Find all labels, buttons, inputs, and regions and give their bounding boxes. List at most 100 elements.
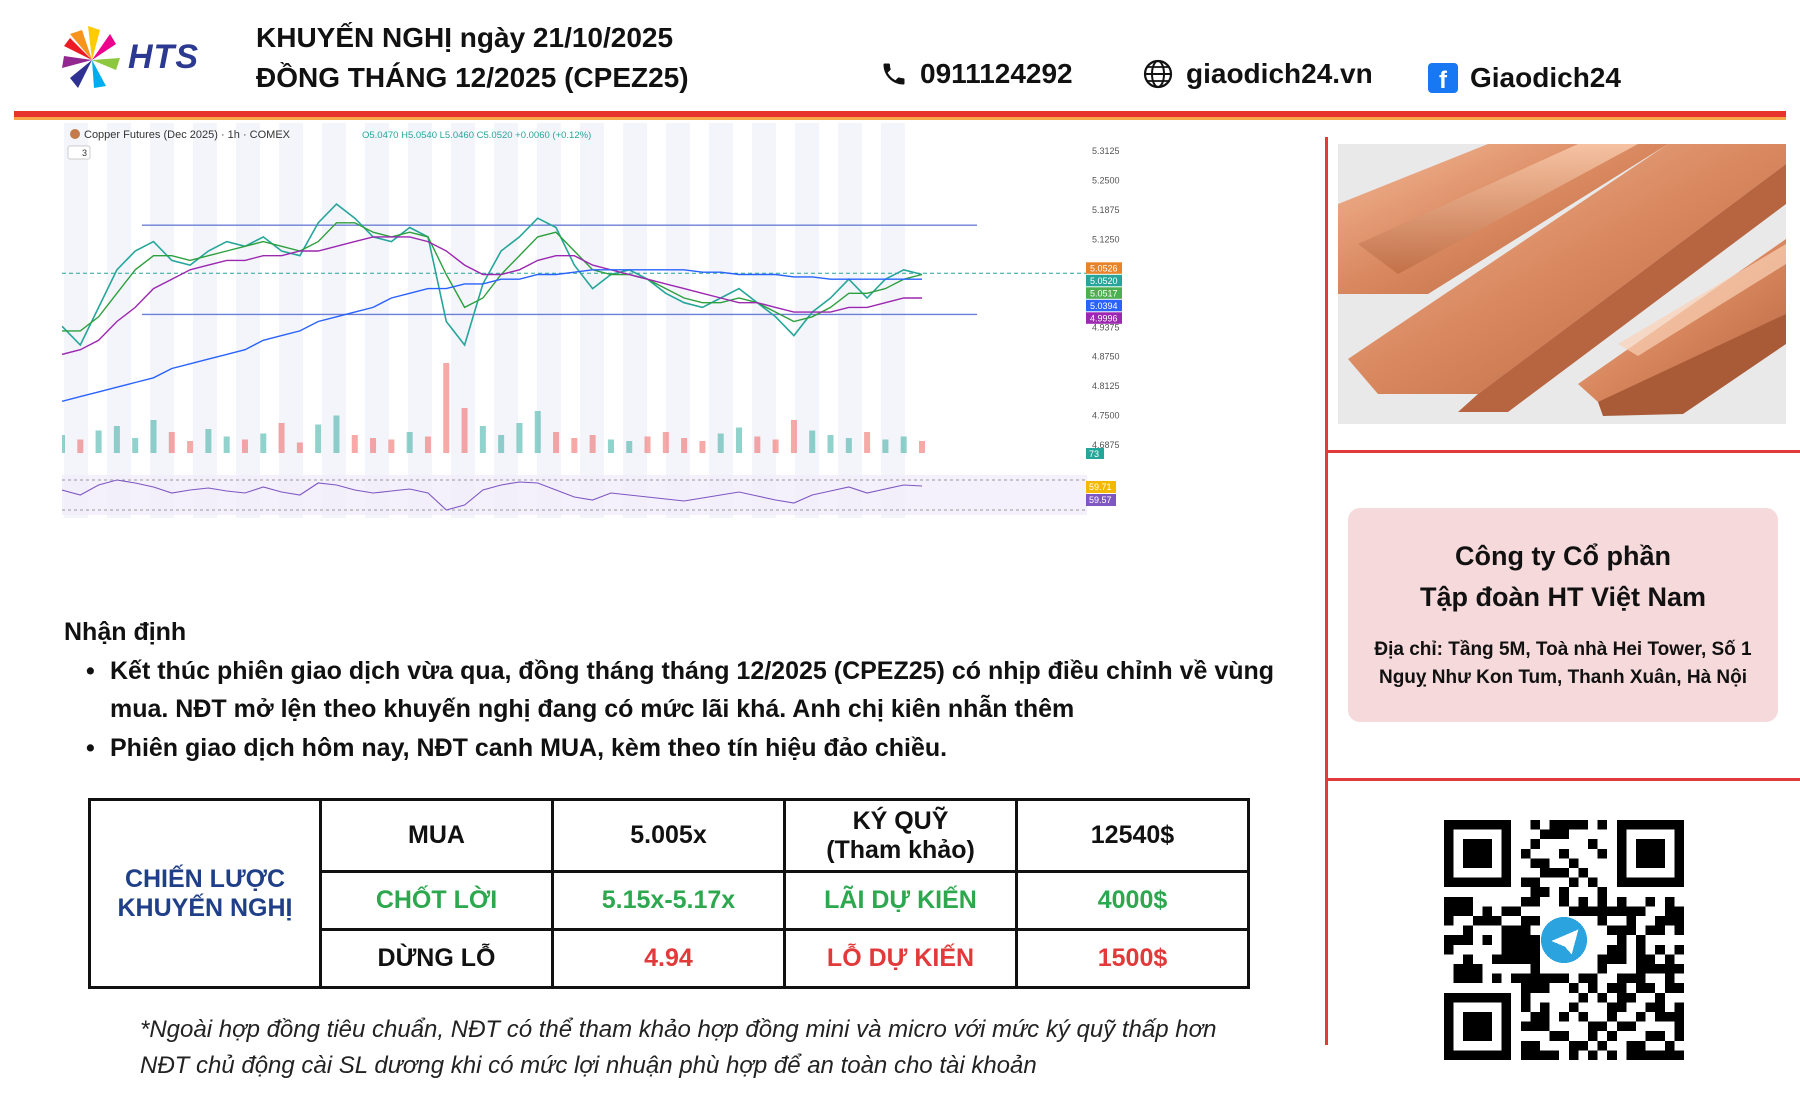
facebook-link[interactable]: f Giaodich24 <box>1428 62 1621 94</box>
qr-module <box>1626 1050 1636 1060</box>
qr-module <box>1540 1002 1550 1012</box>
facebook-text: Giaodich24 <box>1470 62 1621 93</box>
qr-module <box>1597 887 1608 897</box>
volume-bar <box>62 435 65 453</box>
qr-module <box>1472 877 1483 888</box>
y-tick-label: 5.1250 <box>1092 234 1120 244</box>
section-divider <box>1326 778 1800 781</box>
session-band <box>365 123 389 518</box>
qr-module <box>1674 925 1684 936</box>
qr-module <box>1501 954 1512 964</box>
qr-module <box>1482 1031 1492 1041</box>
qr-module <box>1568 906 1579 916</box>
qr-module <box>1616 925 1627 936</box>
qr-module <box>1626 1021 1636 1032</box>
volume-bar <box>772 439 779 453</box>
qr-module <box>1597 964 1608 974</box>
qr-module <box>1578 906 1588 916</box>
rsi-badge-label: 59.57 <box>1089 495 1112 505</box>
ema_fast-series-line <box>62 222 923 332</box>
qr-module <box>1520 1002 1531 1012</box>
qr-module <box>1655 1002 1665 1012</box>
qr-module <box>1636 877 1646 888</box>
qr-module <box>1549 868 1560 878</box>
qr-module <box>1636 1050 1646 1060</box>
website-link[interactable]: giaodich24.vn <box>1142 58 1373 90</box>
volume-badge <box>1086 448 1104 459</box>
qr-module <box>1674 848 1684 859</box>
qr-module <box>1607 906 1617 916</box>
website-text: giaodich24.vn <box>1186 58 1373 89</box>
qr-module <box>1540 858 1550 868</box>
volume-bar <box>168 432 175 453</box>
strategy-label-line2: KHUYẾN NGHỊ <box>117 893 293 922</box>
qr-module <box>1616 1021 1627 1032</box>
qr-module <box>1626 916 1636 926</box>
qr-module <box>1597 906 1608 916</box>
qr-module <box>1616 954 1627 964</box>
qr-module <box>1588 1050 1598 1060</box>
volume-bar <box>607 439 614 453</box>
qr-module <box>1453 877 1464 888</box>
qr-module <box>1655 1031 1665 1041</box>
take-profit-label: CHỐT LỜI <box>319 870 554 931</box>
qr-module <box>1472 964 1483 974</box>
qr-module <box>1501 820 1512 830</box>
qr-module <box>1472 992 1483 1003</box>
volume-bar <box>553 432 560 453</box>
qr-module <box>1472 1031 1483 1041</box>
qr-module <box>1597 896 1608 907</box>
phone-icon <box>883 63 905 85</box>
phone-contact[interactable]: 0911124292 <box>880 58 1073 90</box>
qr-module <box>1463 1031 1473 1041</box>
qr-module <box>1664 877 1675 888</box>
qr-module <box>1511 944 1521 955</box>
volume-bar <box>461 408 468 453</box>
qr-module <box>1530 935 1540 945</box>
price-badge <box>1086 274 1122 287</box>
qr-module <box>1616 992 1627 1003</box>
telegram-qr-code[interactable] <box>1444 820 1684 1060</box>
qr-module <box>1453 820 1464 830</box>
qr-module <box>1636 820 1646 830</box>
qr-module <box>1597 992 1608 1003</box>
stop-loss-label: DỪNG LỖ <box>319 928 554 989</box>
qr-module <box>1674 983 1684 993</box>
qr-module <box>1655 858 1665 868</box>
qr-module <box>1444 1040 1454 1051</box>
qr-module <box>1636 1012 1646 1022</box>
qr-module <box>1520 877 1531 888</box>
qr-module <box>1549 973 1560 984</box>
qr-module <box>1444 1031 1454 1041</box>
qr-module <box>1501 877 1512 888</box>
qr-module <box>1616 1002 1627 1012</box>
qr-module <box>1645 1050 1656 1060</box>
company-address-line2: Nguỵ Như Kon Tum, Thanh Xuân, Hà Nội <box>1378 667 1748 688</box>
qr-module <box>1463 954 1473 964</box>
qr-module <box>1501 1050 1512 1060</box>
volume-bar <box>132 438 139 453</box>
qr-module <box>1549 829 1560 840</box>
qr-module <box>1588 839 1598 849</box>
qr-module <box>1482 877 1492 888</box>
qr-module <box>1463 820 1473 830</box>
qr-module <box>1578 973 1588 984</box>
qr-module <box>1655 944 1665 955</box>
volume-bar <box>681 438 688 453</box>
session-band <box>537 123 561 518</box>
qr-module <box>1492 1050 1502 1060</box>
qr-module <box>1530 1050 1540 1060</box>
qr-module <box>1530 1040 1540 1051</box>
qr-module <box>1444 877 1454 888</box>
qr-module <box>1453 906 1464 916</box>
qr-module <box>1616 896 1627 907</box>
qr-module <box>1655 1050 1665 1060</box>
qr-module <box>1559 1012 1569 1022</box>
qr-module <box>1520 896 1531 907</box>
qr-module <box>1540 1021 1550 1032</box>
qr-module <box>1559 848 1569 859</box>
qr-module <box>1636 964 1646 974</box>
qr-module <box>1559 820 1569 830</box>
volume-bar <box>919 441 925 453</box>
qr-module <box>1674 906 1684 916</box>
